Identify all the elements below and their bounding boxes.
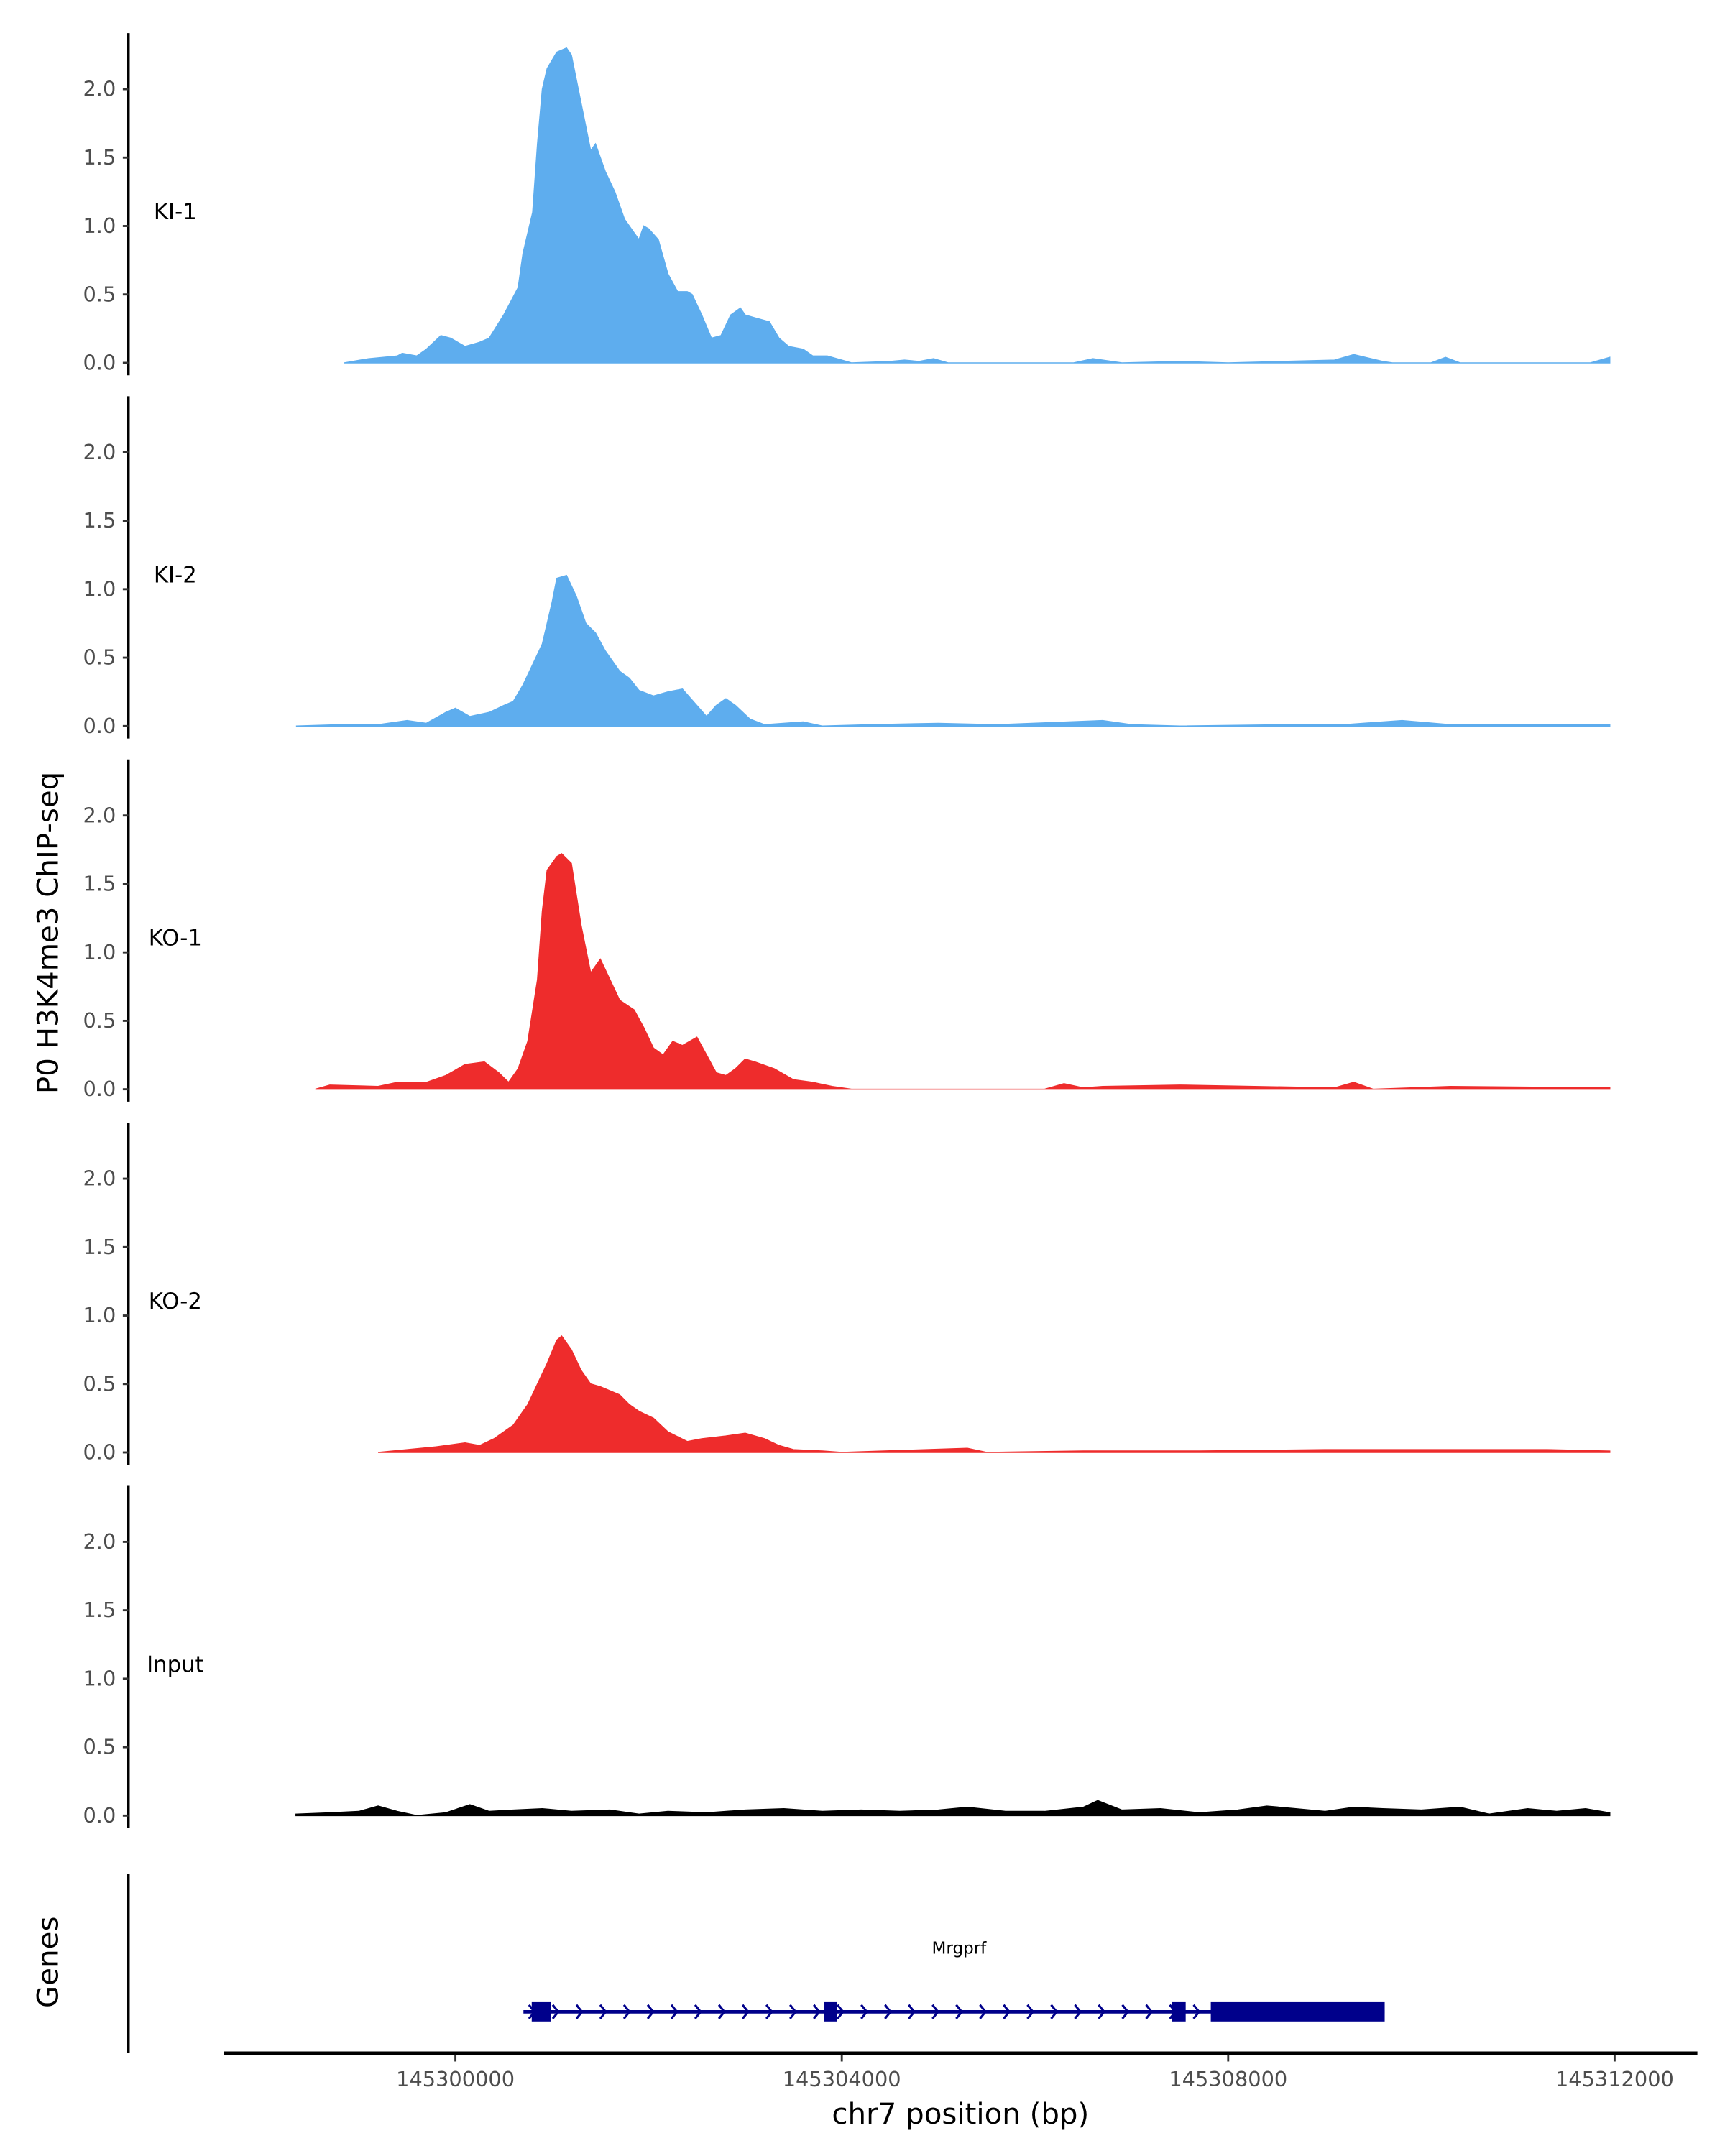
strand-arrow-icon <box>765 2004 773 2019</box>
y-tick-label: 2.0 <box>83 77 116 101</box>
gene-label: Mrgprf <box>932 1940 988 1958</box>
gene-panel-title: Genes <box>32 1917 65 2008</box>
strand-arrow-icon <box>789 2004 797 2019</box>
track-label: Input <box>147 1651 204 1677</box>
y-tick-label: 1.0 <box>83 940 116 964</box>
strand-arrow-icon <box>1098 2004 1106 2019</box>
coverage-area-ko-1 <box>315 853 1611 1090</box>
x-axis-title: chr7 position (bp) <box>832 2097 1089 2131</box>
strand-arrow-icon <box>1026 2004 1035 2019</box>
y-tick-label: 2.0 <box>83 440 116 464</box>
y-tick-label: 0.5 <box>83 1735 116 1759</box>
gene-utr-exon <box>1210 2001 1385 2022</box>
strand-arrow-icon <box>837 2004 845 2019</box>
strand-arrow-icon <box>622 2004 631 2019</box>
y-tick-label: 0.0 <box>83 351 116 375</box>
strand-arrow-icon <box>670 2004 678 2019</box>
gene-panel: Mrgprf <box>126 1874 1385 2053</box>
y-tick-label: 0.0 <box>83 1803 116 1828</box>
y-tick-label: 1.0 <box>83 1666 116 1690</box>
y-tick-label: 1.0 <box>83 576 116 601</box>
coverage-area-ki-2 <box>295 574 1611 727</box>
y-tick-label: 1.5 <box>83 145 116 170</box>
strand-arrow-icon <box>884 2004 892 2019</box>
strand-arrow-icon <box>813 2004 821 2019</box>
coverage-area-ko-2 <box>378 1335 1611 1453</box>
track-panel-ko-2: 0.0 0.5 1.0 1.5 2.0 KO-2 <box>83 1123 1611 1465</box>
strand-arrow-icon <box>932 2004 939 2019</box>
y-tick-label: 1.5 <box>83 1598 116 1622</box>
track-panel-input: 0.0 0.5 1.0 1.5 2.0 Input <box>83 1485 1611 1828</box>
y-tick-label: 1.5 <box>83 508 116 533</box>
strand-arrow-icon <box>575 2004 584 2019</box>
gene-exon <box>531 2001 551 2022</box>
y-tick-label: 0.0 <box>83 1077 116 1101</box>
y-tick-label: 2.0 <box>83 803 116 827</box>
strand-arrow-icon <box>694 2004 702 2019</box>
strand-arrow-icon <box>1192 2004 1201 2019</box>
y-tick-label: 1.0 <box>83 213 116 238</box>
strand-arrow-icon <box>599 2004 607 2019</box>
track-label: KI-2 <box>154 562 197 588</box>
strand-arrow-icon <box>1050 2004 1059 2019</box>
y-tick-label: 0.5 <box>83 1008 116 1033</box>
gene-exon <box>824 2001 837 2022</box>
strand-arrow-icon <box>908 2004 916 2019</box>
x-tick-label: 145308000 <box>1169 2067 1287 2091</box>
y-tick-label: 0.5 <box>83 1371 116 1396</box>
gene-exon <box>1172 2001 1186 2022</box>
strand-arrow-icon <box>1074 2004 1082 2019</box>
x-tick-label: 145304000 <box>783 2067 901 2091</box>
y-axis-title: P0 H3K4me3 ChIP-seq <box>32 772 65 1094</box>
x-tick-label: 145300000 <box>396 2067 515 2091</box>
track-panel-ki-2: 0.0 0.5 1.0 1.5 2.0 KI-2 <box>83 396 1611 739</box>
strand-arrow-icon <box>860 2004 868 2019</box>
x-axis: 145300000 145304000 145308000 145312000 <box>224 2051 1698 2091</box>
y-tick-label: 1.0 <box>83 1303 116 1327</box>
strand-arrow-icon <box>1003 2004 1011 2019</box>
track-label: KI-1 <box>154 199 197 225</box>
coverage-area-ki-1 <box>344 47 1611 364</box>
y-tick-label: 2.0 <box>83 1529 116 1554</box>
coverage-area-input <box>295 1800 1611 1817</box>
strand-arrow-icon <box>646 2004 655 2019</box>
y-tick-label: 1.5 <box>83 1235 116 1259</box>
y-tick-label: 0.0 <box>83 714 116 738</box>
y-tick-label: 2.0 <box>83 1166 116 1191</box>
y-tick-label: 0.5 <box>83 282 116 306</box>
track-label: KO-2 <box>149 1289 202 1314</box>
track-label: KO-1 <box>149 926 202 952</box>
y-tick-label: 1.5 <box>83 872 116 896</box>
y-tick-label: 0.0 <box>83 1440 116 1465</box>
strand-arrow-icon <box>1145 2004 1154 2019</box>
x-tick-label: 145312000 <box>1555 2067 1674 2091</box>
track-panel-ko-1: 0.0 0.5 1.0 1.5 2.0 KO-1 <box>83 759 1611 1102</box>
strand-arrow-icon <box>551 2004 560 2019</box>
strand-arrow-icon <box>979 2004 988 2019</box>
strand-arrow-icon <box>1121 2004 1130 2019</box>
strand-arrow-icon <box>741 2004 750 2019</box>
strand-arrow-icon <box>717 2004 726 2019</box>
y-tick-label: 0.5 <box>83 645 116 670</box>
track-panel-ki-1: 0.0 0.5 1.0 1.5 2.0 KI-1 <box>83 33 1611 376</box>
strand-arrow-icon <box>955 2004 964 2019</box>
